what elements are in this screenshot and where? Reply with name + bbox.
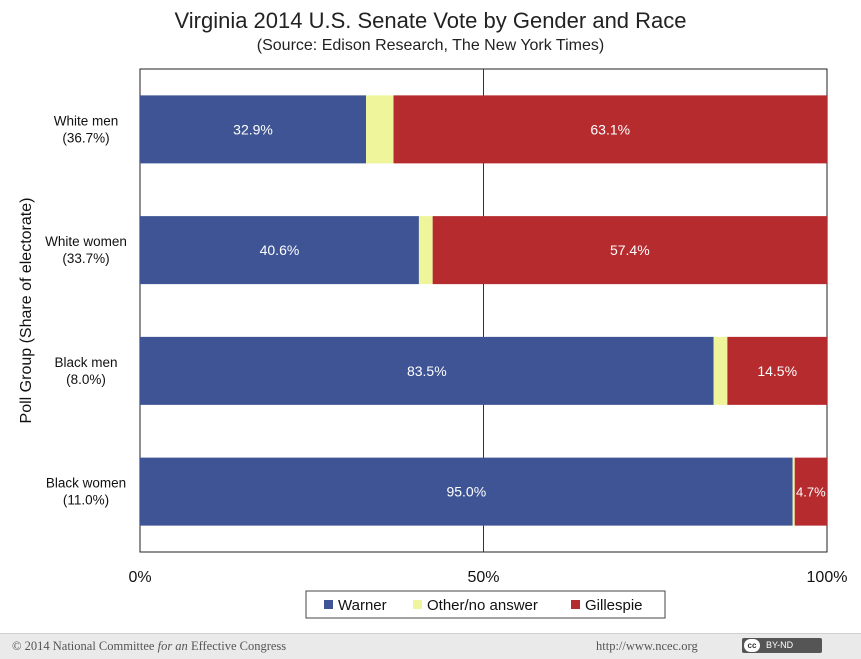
data-label: 4.7% [796,485,826,500]
website-link[interactable]: http://www.ncec.org [596,639,698,653]
bar-segment [727,336,827,405]
bar-segment [792,457,795,526]
cc-license-badge[interactable]: cc BY-ND [742,638,822,653]
footer: © 2014 National Committee for an Effecti… [0,633,861,659]
data-label: 32.9% [233,121,273,137]
copyright-italic: for an [157,639,188,653]
x-tick-label: 50% [467,569,499,586]
legend-swatch [324,600,333,609]
category-label: Black women [46,476,126,491]
category-share-label: (11.0%) [63,493,109,508]
x-tick-label: 0% [128,569,151,586]
chart-title: Virginia 2014 U.S. Senate Vote by Gender… [174,8,687,33]
copyright-suffix: Effective Congress [187,639,287,653]
bar-segment [393,95,827,164]
category-label: White women [45,234,127,249]
bar-segment [140,457,793,526]
data-label: 63.1% [590,121,630,137]
copyright-prefix: © 2014 National Committee [12,639,158,653]
bar-segment [713,336,728,405]
data-label: 14.5% [757,363,797,379]
data-label: 40.6% [260,242,300,258]
bar-segment [366,95,394,164]
chart-area: 32.9% 63.1% White men (36.7%) 40.6% 57.4% Whit… [18,68,848,619]
legend-swatch [571,600,580,609]
bar-segment [140,216,419,285]
legend-swatch [413,600,422,609]
cc-icon: cc [744,639,760,652]
copyright-text: © 2014 National Committee for an Effecti… [12,639,286,654]
legend-label: Gillespie [585,597,643,614]
category-share-label: (33.7%) [62,251,109,266]
bar-segment [794,457,827,526]
bar-segment [140,95,367,164]
legend-label: Warner [338,597,387,614]
x-tick-label: 100% [807,569,848,586]
bar-segment [140,336,714,405]
legend-label: Other/no answer [427,597,538,614]
category-share-label: (36.7%) [62,130,109,145]
bar-segment [432,216,827,285]
chart-subtitle: (Source: Edison Research, The New York T… [256,37,605,54]
category-share-label: (8.0%) [66,372,106,387]
y-axis-label: Poll Group (Share of electorate) [18,198,35,424]
data-label: 95.0% [446,484,486,500]
data-label: 57.4% [610,242,650,258]
category-label: White men [54,113,119,128]
bar-segment [418,216,433,285]
legend-box [305,590,666,619]
data-label: 83.5% [407,363,447,379]
category-label: Black men [54,355,117,370]
license-text: BY-ND [766,640,794,650]
